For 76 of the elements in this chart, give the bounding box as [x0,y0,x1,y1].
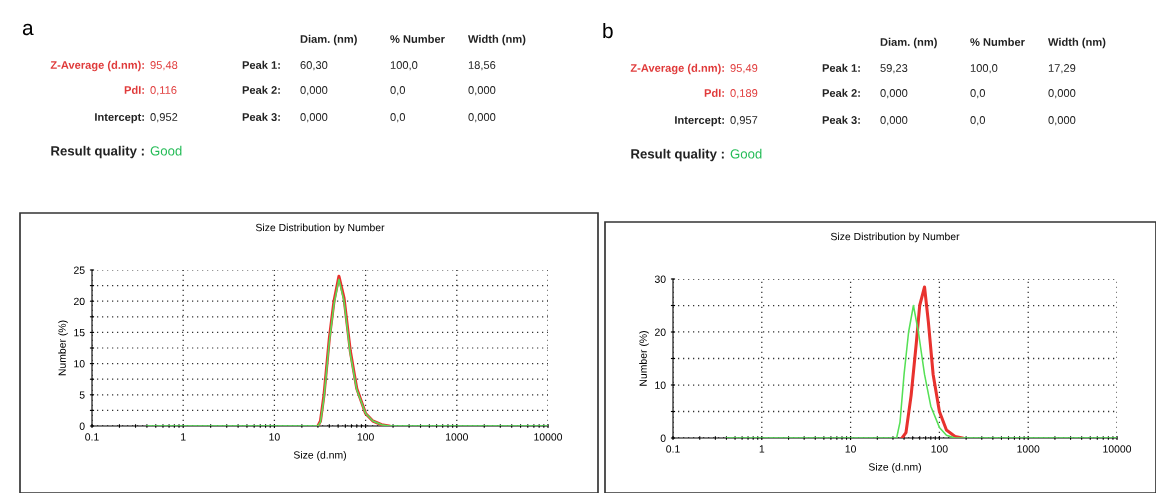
x-tick-label: 0.1 [85,433,99,441]
text: Peak 2: [242,85,280,94]
text: Intercept: [675,116,724,127]
text: a [22,23,34,36]
x-tick-label: 1 [759,445,765,453]
chart-title: Size Distribution by Number [255,223,385,234]
text: Peak 2: [822,88,860,97]
text: 100,0 [970,64,998,74]
text: 59,23 [880,64,908,74]
text: 0,000 [1048,116,1076,126]
y-tick-label: 0 [79,422,85,430]
y-tick-label: 20 [73,297,85,306]
text: Diam. (nm) [880,37,937,49]
x-tick-label: 10 [269,433,280,441]
text: 0,0 [390,86,406,96]
text: Width (nm) [468,34,526,46]
x-tick-label: 10000 [1103,445,1132,453]
y-tick-label: 0 [660,434,666,442]
text: 95,48 [150,61,178,71]
text: 0,000 [468,113,496,123]
text: Peak 3: [242,112,280,121]
y-tick-label: 5 [79,391,85,399]
text: Peak 1: [822,63,860,72]
text: Diam. (nm) [300,34,357,46]
text: 0,189 [730,89,758,99]
x-tick-label: 1000 [1017,445,1040,453]
y-axis-title: Number (%) [58,320,68,376]
text: 0,000 [300,113,328,123]
text: 0,000 [880,89,908,99]
text: 95,49 [730,64,758,74]
y-axis-title: Number (%) [639,331,649,386]
text: PdI: [124,85,144,94]
y-tick-label: 10 [655,381,666,389]
text: 0,952 [150,113,178,123]
text: % Number [970,37,1025,46]
text: Intercept: [95,113,144,124]
text: Result quality : [51,145,144,159]
text: 0,000 [300,86,328,96]
y-tick-label: 20 [654,328,666,336]
text: 17,29 [1048,64,1076,74]
text: 60,30 [300,61,328,71]
chart-title: Size Distribution by Number [830,232,960,243]
x-tick-label: 10 [845,445,856,453]
y-tick-label: 25 [73,266,85,274]
text: 0,957 [730,116,758,126]
text: PdI: [704,88,724,97]
x-axis-title: Size (d.nm) [293,450,346,461]
x-tick-label: 100 [931,445,948,453]
x-tick-label: 1000 [446,433,468,441]
text: 100,0 [390,61,418,71]
text: Z-Average (d.nm): [50,60,144,72]
text: Peak 3: [822,115,860,124]
x-tick-label: 1 [181,433,186,441]
x-tick-label: 10000 [534,433,563,441]
text: Z-Average (d.nm): [630,63,724,75]
x-tick-label: 0.1 [666,445,680,453]
text: Result quality : [631,148,724,162]
text: Good [150,145,182,156]
text: 0,0 [970,116,986,126]
text: 0,0 [390,113,406,123]
text: Good [730,148,762,159]
text: 0,000 [880,116,908,126]
text: % Number [390,34,445,43]
x-axis-title: Size (d.nm) [868,462,921,473]
text: 18,56 [468,61,496,71]
text: Width (nm) [1048,37,1106,49]
text: Peak 1: [242,60,280,69]
text: 0,000 [1048,89,1076,99]
x-tick-label: 100 [357,433,374,441]
y-tick-label: 10 [74,360,85,368]
text: 0,000 [468,86,496,96]
text: 0,116 [150,86,177,96]
text: b [603,22,613,39]
y-tick-label: 15 [74,329,85,337]
y-tick-label: 30 [654,275,666,283]
text: 0,0 [970,89,986,99]
